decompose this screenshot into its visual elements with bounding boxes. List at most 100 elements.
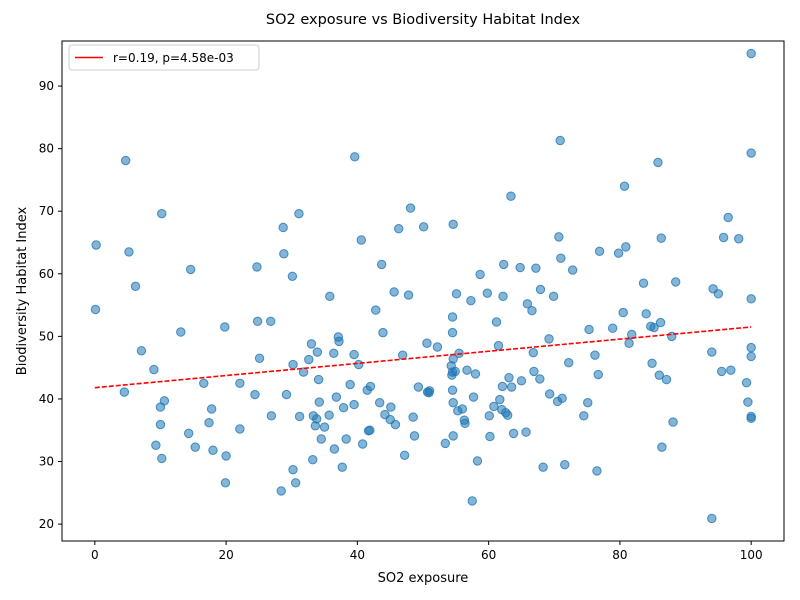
data-point xyxy=(350,152,360,162)
data-point xyxy=(290,478,301,488)
data-point xyxy=(535,374,545,384)
data-point xyxy=(288,464,298,475)
x-tick-label: 40 xyxy=(350,548,365,562)
data-point xyxy=(707,347,717,357)
data-point xyxy=(199,378,209,389)
data-point xyxy=(185,264,196,275)
data-point xyxy=(151,440,161,450)
data-point xyxy=(560,459,570,470)
data-point xyxy=(311,414,322,424)
data-point xyxy=(647,358,657,368)
data-point xyxy=(723,212,733,223)
data-point xyxy=(613,248,624,258)
data-point xyxy=(661,374,672,385)
data-point xyxy=(466,295,476,306)
y-axis-label: Biodiversity Habitat Index xyxy=(15,207,30,376)
data-point xyxy=(499,259,509,270)
data-point xyxy=(460,418,470,429)
data-point xyxy=(378,327,388,338)
data-point xyxy=(653,157,663,168)
data-point xyxy=(657,442,667,452)
data-point xyxy=(497,381,508,392)
data-point xyxy=(506,191,516,201)
data-point xyxy=(325,291,335,302)
data-point xyxy=(592,466,602,476)
data-point xyxy=(159,396,170,406)
data-point xyxy=(529,366,539,377)
data-point xyxy=(654,370,664,380)
x-tick-label: 20 xyxy=(218,548,233,562)
data-point xyxy=(120,155,131,166)
data-point xyxy=(266,316,276,327)
y-axis: 20 30 40 50 60 70 80 90 xyxy=(39,79,62,531)
data-point xyxy=(470,369,481,379)
data-point xyxy=(618,307,628,318)
data-point xyxy=(746,342,756,353)
data-point xyxy=(495,394,505,405)
data-point xyxy=(337,462,347,472)
data-point xyxy=(594,246,605,256)
data-point xyxy=(130,281,141,292)
data-point xyxy=(467,496,477,506)
data-point xyxy=(409,431,420,441)
x-tick-label: 100 xyxy=(740,548,763,562)
data-point xyxy=(668,417,678,427)
data-point xyxy=(746,148,756,158)
data-point xyxy=(294,411,305,422)
data-point xyxy=(349,399,359,410)
data-point xyxy=(220,322,230,332)
data-point xyxy=(607,323,618,333)
data-point xyxy=(447,385,458,395)
data-point xyxy=(567,265,578,275)
x-tick-label: 0 xyxy=(91,548,99,562)
fit-line xyxy=(94,326,752,389)
data-point xyxy=(276,486,286,496)
data-point xyxy=(671,277,681,287)
x-axis: 0 20 40 60 80 100 xyxy=(91,541,763,562)
data-point xyxy=(252,316,263,327)
data-point xyxy=(183,428,194,439)
data-point xyxy=(190,442,200,452)
data-point xyxy=(298,367,309,377)
data-point xyxy=(638,278,649,288)
data-point xyxy=(734,234,744,244)
data-point xyxy=(308,454,318,465)
data-point xyxy=(555,135,565,146)
data-point xyxy=(491,317,502,327)
data-point xyxy=(136,346,147,356)
data-point xyxy=(386,402,396,412)
data-point xyxy=(521,427,531,437)
data-point xyxy=(590,350,600,360)
data-point xyxy=(746,294,756,304)
data-point xyxy=(91,240,101,250)
data-point xyxy=(584,324,594,335)
data-point xyxy=(329,348,339,358)
data-point xyxy=(482,288,493,298)
data-point xyxy=(157,453,167,464)
y-tick-label: 70 xyxy=(39,204,54,218)
data-point xyxy=(235,424,245,434)
data-point xyxy=(90,304,101,315)
y-tick-label: 40 xyxy=(39,392,54,406)
data-point xyxy=(457,404,468,414)
data-point xyxy=(498,291,508,302)
data-point xyxy=(338,403,349,413)
data-point xyxy=(746,351,756,362)
data-point xyxy=(319,422,330,432)
data-point xyxy=(266,411,277,421)
data-point xyxy=(528,347,538,358)
data-point xyxy=(556,253,566,263)
x-axis-label: SO2 exposure xyxy=(378,571,469,586)
data-point xyxy=(394,224,404,234)
data-point xyxy=(403,290,414,300)
data-point xyxy=(405,203,416,213)
x-tick-label: 80 xyxy=(612,548,627,562)
data-point xyxy=(515,262,525,273)
data-point xyxy=(357,439,368,449)
data-point xyxy=(472,456,483,466)
data-point xyxy=(399,450,410,460)
data-point xyxy=(306,339,317,349)
data-point xyxy=(119,387,130,397)
data-point xyxy=(397,350,408,360)
data-point xyxy=(331,392,342,402)
